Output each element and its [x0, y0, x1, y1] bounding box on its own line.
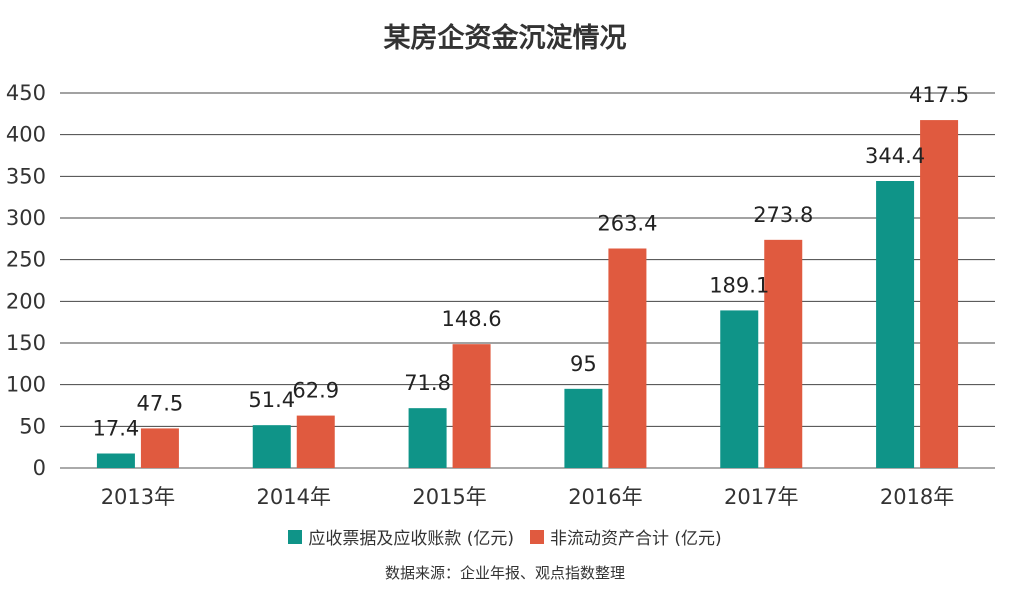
data-label: 62.9 — [292, 379, 339, 403]
bar-noncurrent-assets — [764, 239, 803, 468]
legend-swatch-noncurrent-assets — [530, 529, 544, 544]
data-label: 273.8 — [753, 203, 813, 227]
bar-noncurrent-assets — [920, 120, 959, 468]
x-tick-label: 2013年 — [101, 485, 175, 509]
bar-receivables — [720, 310, 759, 468]
y-tick-label: 400 — [6, 123, 46, 147]
data-label: 71.8 — [404, 371, 451, 395]
data-label: 189.1 — [709, 273, 769, 297]
bar-noncurrent-assets — [608, 248, 647, 468]
y-tick-label: 150 — [6, 331, 46, 355]
y-tick-label: 0 — [33, 456, 46, 480]
legend: 应收票据及应收账款 (亿元) 非流动资产合计 (亿元) — [0, 524, 1010, 549]
x-tick-label: 2014年 — [257, 485, 331, 509]
y-tick-label: 50 — [19, 414, 46, 438]
x-tick-label: 2016年 — [568, 485, 642, 509]
chart-title: 某房企资金沉淀情况 — [383, 23, 627, 54]
y-tick-label: 450 — [6, 81, 46, 105]
data-label: 51.4 — [248, 388, 295, 412]
bar-receivables — [876, 181, 915, 468]
bar-noncurrent-assets — [140, 428, 179, 468]
y-tick-label: 100 — [6, 373, 46, 397]
data-label: 95 — [570, 352, 597, 376]
legend-label-noncurrent-assets: 非流动资产合计 (亿元) — [550, 529, 722, 549]
bar-noncurrent-assets — [452, 344, 491, 468]
data-labels: 17.447.5 51.462.9 71.8 148.6 95 263.4 189.1 273… — [93, 83, 970, 440]
bar-chart: 0 50 100 150 200 250 300 350 400 450 17.447.5 51.4… — [6, 81, 995, 509]
data-label: 417.5 — [909, 83, 969, 107]
bar-receivables — [252, 425, 291, 468]
bars — [96, 120, 959, 468]
bar-receivables — [564, 388, 603, 468]
y-tick-label: 200 — [6, 289, 46, 313]
gridlines — [60, 92, 995, 469]
data-label: 263.4 — [597, 212, 657, 236]
x-tick-label: 2017年 — [724, 485, 798, 509]
data-label: 148.6 — [442, 307, 502, 331]
bar-noncurrent-assets — [296, 415, 335, 468]
legend-item-noncurrent-assets: 非流动资产合计 (亿元) — [530, 524, 722, 549]
legend-label-receivables: 应收票据及应收账款 (亿元) — [308, 529, 514, 549]
data-label: 344.4 — [865, 144, 925, 168]
x-tick-label: 2018年 — [880, 485, 954, 509]
bar-receivables — [96, 453, 135, 468]
y-tick-label: 250 — [6, 248, 46, 272]
y-tick-label: 350 — [6, 164, 46, 188]
x-tick-label: 2015年 — [412, 485, 486, 509]
y-axis-ticks: 0 50 100 150 200 250 300 350 400 450 — [6, 81, 46, 480]
x-axis-ticks: 2013年 2014年 2015年 2016年 2017年 2018年 — [101, 485, 955, 509]
y-tick-label: 300 — [6, 206, 46, 230]
source-note: 数据来源：企业年报、观点指数整理 — [384, 564, 625, 582]
data-label: 17.4 — [93, 417, 140, 441]
bar-receivables — [408, 408, 447, 468]
legend-item-receivables: 应收票据及应收账款 (亿元) — [288, 524, 514, 549]
legend-swatch-receivables — [288, 529, 303, 544]
data-label: 47.5 — [137, 391, 184, 415]
